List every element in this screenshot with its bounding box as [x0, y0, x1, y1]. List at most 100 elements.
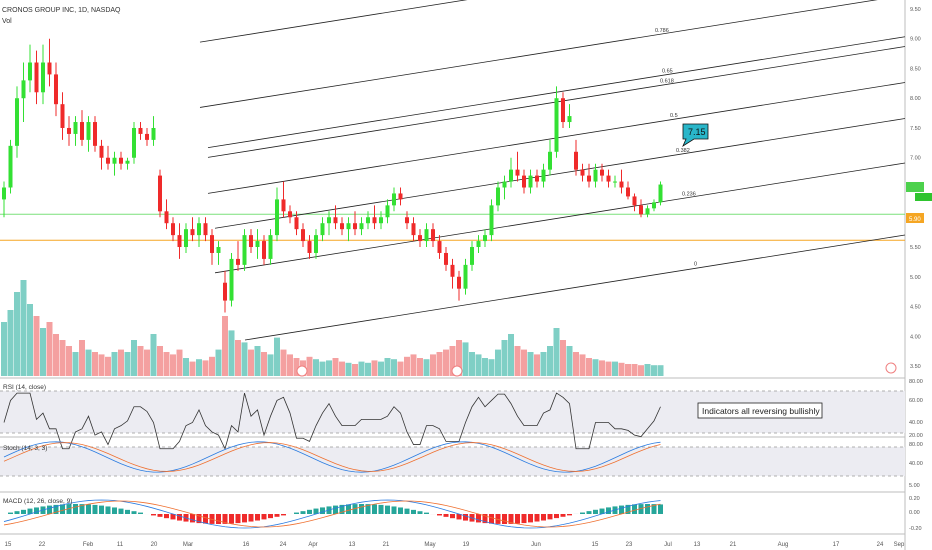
volume-bar: [410, 354, 417, 376]
macd-bar: [495, 514, 501, 524]
candle-body: [593, 169, 598, 182]
volume-bar: [625, 364, 631, 376]
macd-bar: [560, 514, 566, 517]
volume-bars: [1, 280, 664, 376]
candle-body: [145, 133, 149, 140]
macd-bar: [443, 514, 449, 517]
volume-bar: [332, 358, 339, 376]
volume-bar: [150, 334, 157, 376]
macd-bar: [268, 514, 273, 519]
macd-bar: [27, 508, 33, 514]
macd-bar: [404, 508, 410, 514]
fib-line: [244, 234, 906, 341]
volume-bar: [228, 330, 235, 376]
macd-bar: [625, 504, 631, 514]
volume-bar: [566, 346, 573, 376]
macd-bar: [216, 514, 221, 524]
volume-bar: [605, 361, 612, 376]
macd-tick-neg020: -0.20: [909, 526, 922, 532]
macd-bar: [196, 514, 202, 524]
macd-bar: [209, 514, 215, 524]
time-label: 21: [383, 542, 390, 548]
volume-bar: [59, 340, 66, 376]
volume-bar: [92, 352, 98, 376]
candle-body: [106, 157, 110, 164]
candle-body: [47, 62, 52, 75]
volume-bar: [20, 280, 27, 376]
candle-body: [281, 199, 286, 212]
macd-bar: [528, 514, 533, 523]
candle-body: [567, 116, 572, 123]
time-axis[interactable]: 15 22 Feb 11 20 Mar 16 24 Apr 13 21 May 19 Jun 15 23 Jul…: [5, 542, 905, 548]
fib-level-label: 0.786: [655, 28, 669, 34]
candle-body: [236, 258, 240, 265]
candle-body: [457, 276, 461, 289]
candle-body: [580, 169, 585, 176]
candle-body: [151, 127, 156, 140]
macd-bar: [92, 504, 98, 514]
volume-bar: [189, 361, 196, 376]
macd-bar: [274, 514, 280, 517]
candle-body: [177, 235, 182, 248]
time-label: Aug: [778, 542, 789, 548]
macd-bar: [554, 514, 559, 519]
candle-body: [639, 205, 643, 215]
volume-bar: [46, 322, 53, 376]
macd-bar: [547, 514, 553, 520]
volume-bar: [508, 334, 514, 376]
candle-body: [314, 235, 318, 253]
candle-body: [86, 122, 91, 140]
candle-body: [320, 223, 325, 236]
price-tick: 8.50: [910, 66, 921, 72]
time-label: 23: [626, 542, 633, 548]
macd-bar: [313, 508, 319, 514]
macd-bar: [359, 504, 364, 514]
candle-body: [255, 241, 260, 248]
candle-body: [164, 211, 169, 224]
macd-bar: [567, 514, 572, 516]
stoch-d-line: [3, 442, 661, 472]
candle-body: [626, 187, 630, 197]
candle-body: [15, 98, 19, 146]
volume-bar: [157, 346, 163, 376]
price-tick: 5.00: [910, 275, 921, 281]
candle-body: [632, 196, 637, 206]
volume-bar: [306, 356, 313, 376]
fib-line: [199, 0, 468, 43]
volume-bar: [657, 365, 664, 376]
annotation-box: [697, 402, 823, 419]
volume-bar: [131, 340, 137, 376]
volume-bar: [248, 349, 254, 376]
volume-bar: [462, 342, 469, 376]
macd-bar: [177, 514, 182, 521]
volume-bar: [33, 316, 40, 376]
macd-bar: [619, 505, 624, 514]
candle-body: [652, 202, 656, 209]
volume-bar: [423, 359, 430, 376]
candle-body: [301, 229, 305, 242]
time-label: 24: [280, 542, 287, 548]
candle-body: [99, 145, 104, 158]
volume-bar: [124, 352, 131, 376]
candle-body: [528, 175, 533, 188]
macd-bar: [60, 504, 65, 514]
volume-bar: [436, 352, 443, 376]
price-tick: 4.00: [910, 334, 921, 340]
macd-signal-line: [3, 500, 661, 528]
volume-bar: [397, 361, 404, 376]
macd-bar: [632, 504, 637, 514]
price-tick: 9.50: [910, 7, 921, 13]
fib-level-label: 0.65: [662, 68, 673, 74]
time-label: 24: [877, 542, 884, 548]
candle-body: [340, 223, 344, 230]
volume-bar: [352, 364, 358, 376]
volume-bar: [612, 361, 618, 376]
symbol-title: CRONOS GROUP INC, 1D, NASDAQ: [2, 7, 121, 14]
stoch-k-line: [3, 441, 661, 473]
candle-body: [476, 241, 481, 248]
candle-body: [392, 193, 396, 206]
candle-body: [359, 223, 364, 230]
macd-bar: [437, 514, 442, 516]
volume-bar: [287, 354, 293, 376]
